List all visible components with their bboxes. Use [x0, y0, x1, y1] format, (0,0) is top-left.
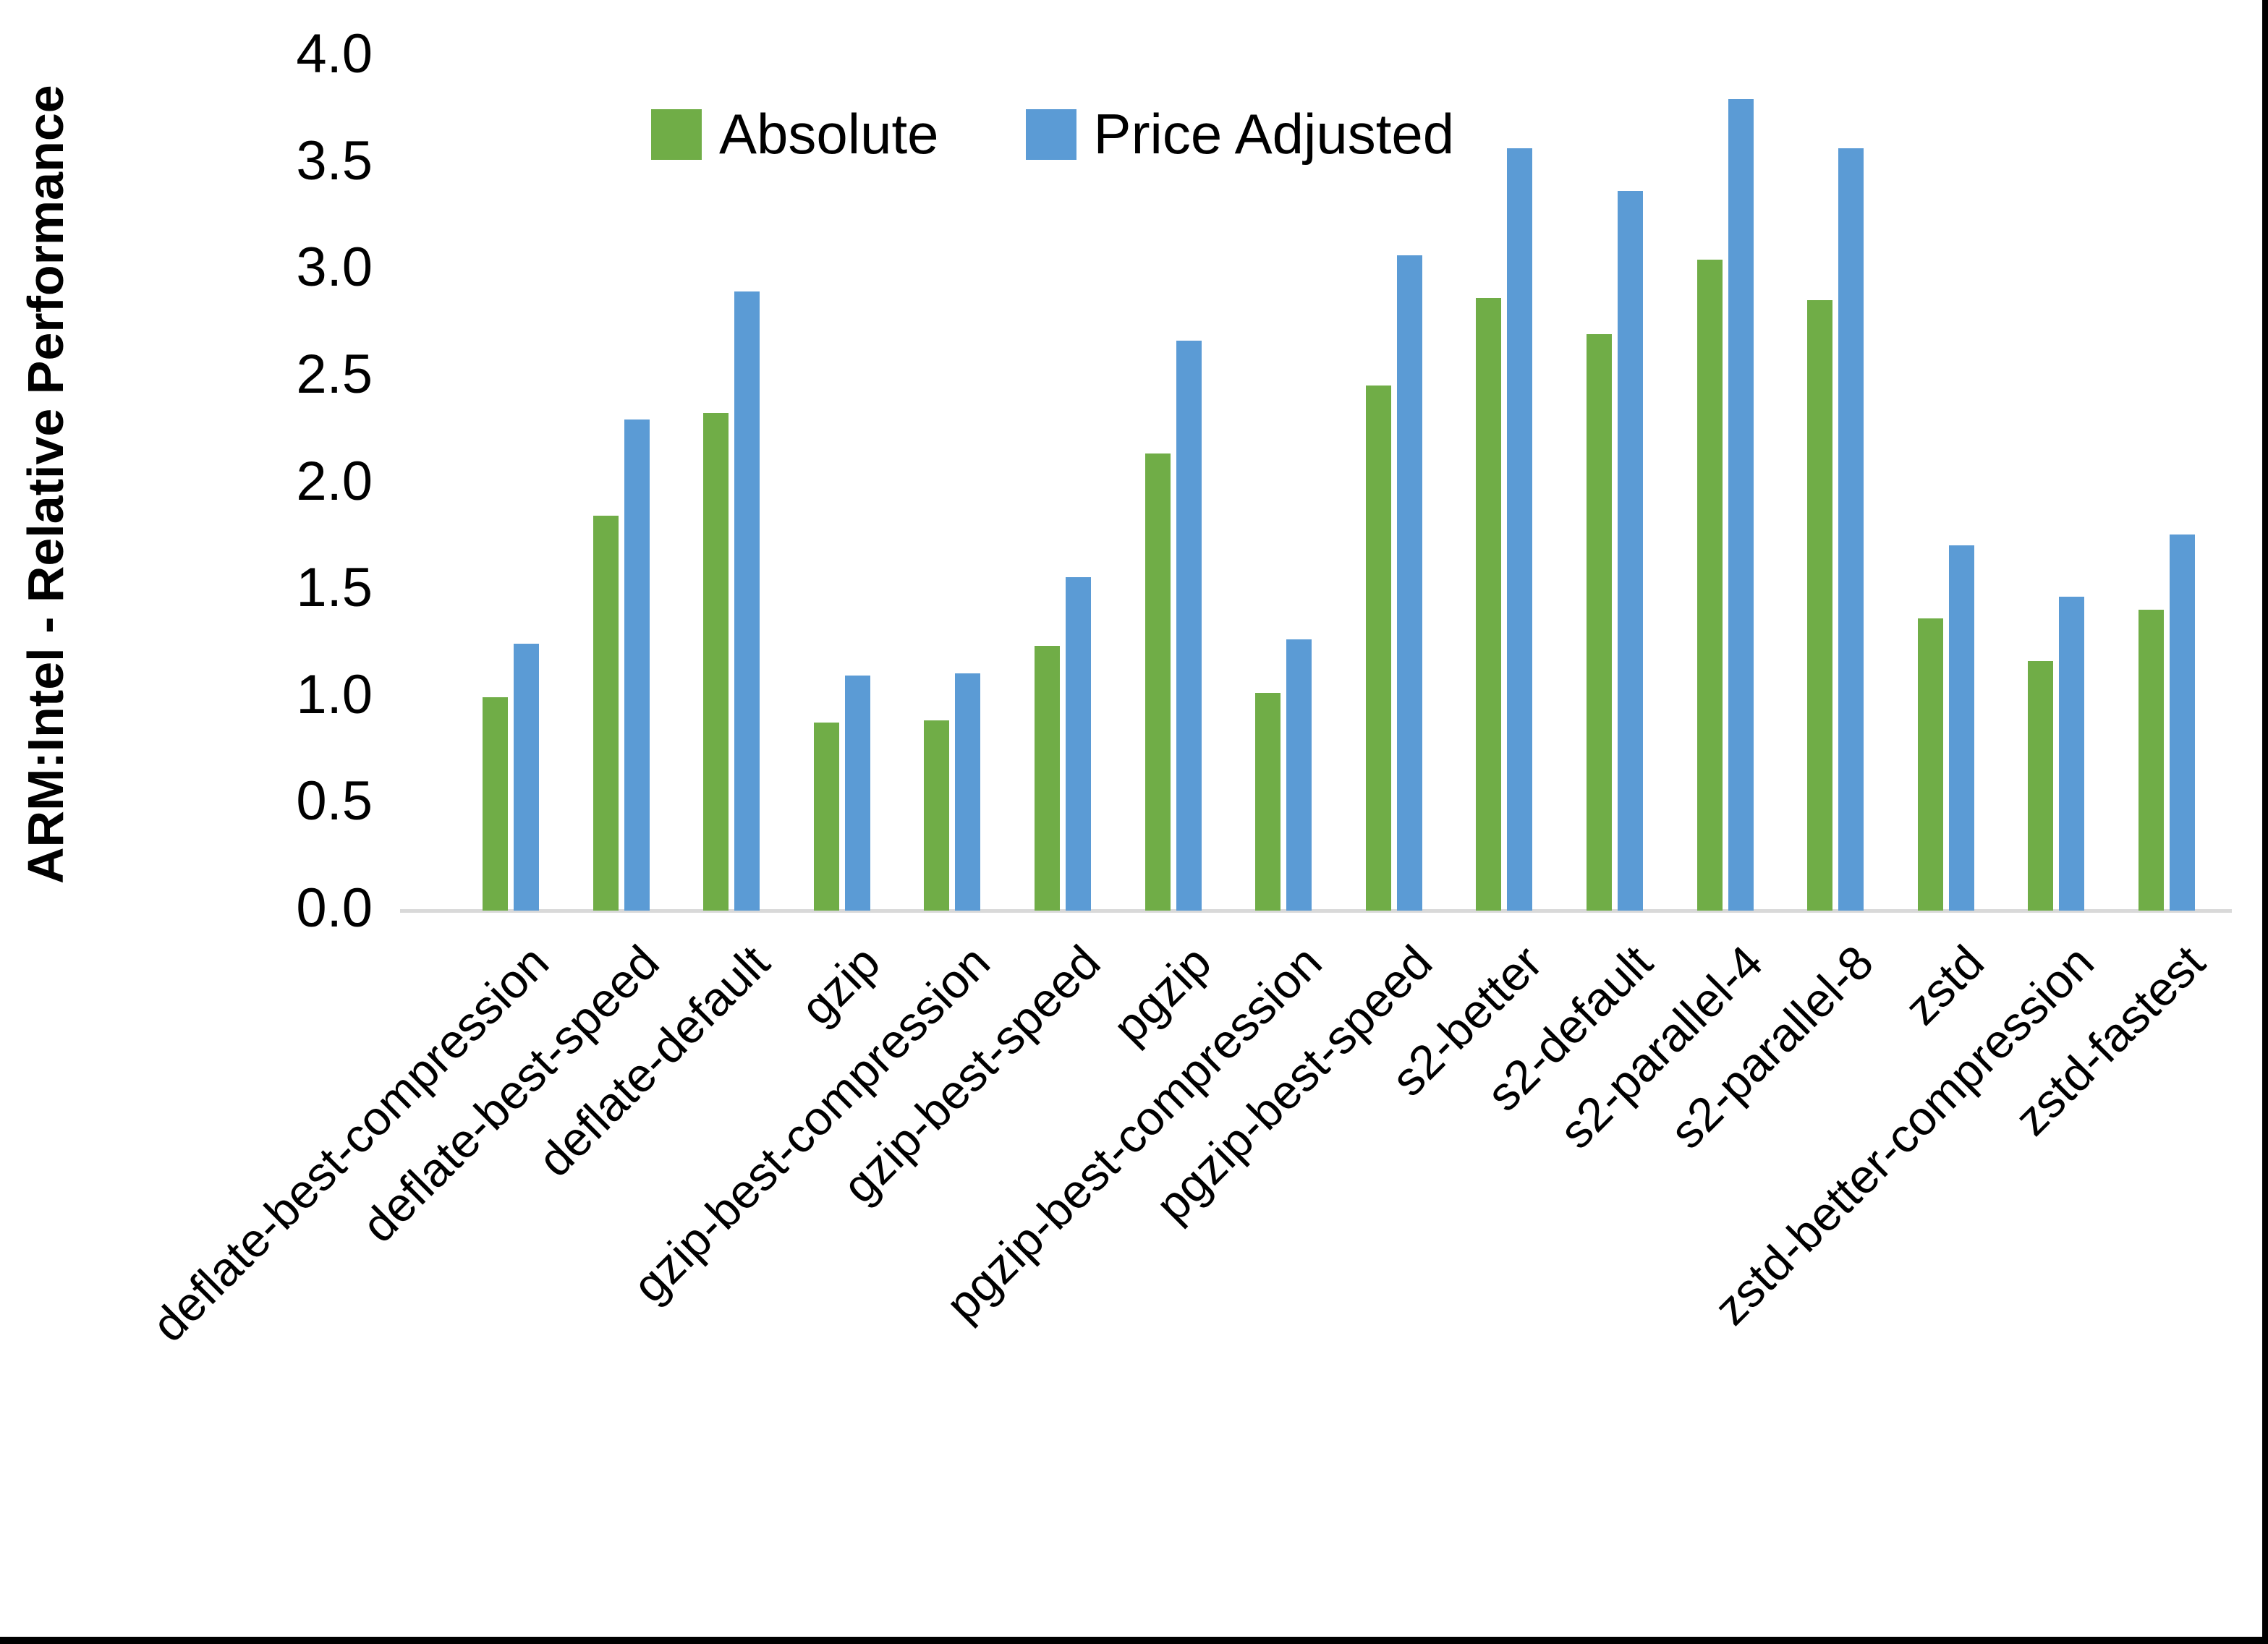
legend-item-price-adjusted: Price Adjusted [1025, 101, 1455, 167]
bar-price-adjusted-deflate-default [734, 291, 760, 911]
bar-absolute-deflate-best-speed [593, 515, 619, 911]
bar-absolute-pgzip-best-compression [1255, 692, 1281, 911]
bar-price-adjusted-zstd [1948, 545, 1974, 911]
bar-absolute-gzip [813, 723, 839, 911]
bar-absolute-gzip-best-speed [1035, 645, 1060, 911]
bar-absolute-zstd-fastest [2139, 609, 2164, 911]
bar-absolute-pgzip [1144, 453, 1171, 911]
legend-swatch-absolute [651, 108, 702, 160]
legend-item-absolute: Absolute [651, 101, 939, 167]
bar-absolute-zstd-better-compression [2028, 660, 2054, 911]
legend: Absolute Price Adjusted [651, 101, 1454, 167]
bar-absolute-s2-default [1587, 333, 1612, 911]
bar-price-adjusted-zstd-fastest [2170, 534, 2195, 911]
bar-price-adjusted-deflate-best-speed [624, 419, 650, 911]
y-axis-title: ARM:Intel - Relative Performance [17, 85, 74, 885]
bar-price-adjusted-gzip-best-compression [955, 673, 981, 911]
bar-price-adjusted-pgzip [1176, 340, 1202, 911]
bar-absolute-s2-better [1476, 297, 1502, 911]
x-axis-line [400, 909, 2232, 913]
bar-absolute-pgzip-best-speed [1365, 385, 1391, 911]
legend-swatch-price-adjusted [1025, 108, 1076, 160]
bar-price-adjusted-s2-parallel-4 [1728, 99, 1754, 911]
bar-price-adjusted-deflate-best-compression [514, 643, 539, 911]
legend-label-price-adjusted: Price Adjusted [1093, 102, 1455, 166]
bar-absolute-s2-parallel-4 [1696, 259, 1723, 911]
page-border-bottom [0, 1637, 2268, 1644]
y-tick-label: 2.0 [296, 450, 373, 512]
bar-price-adjusted-gzip-best-speed [1066, 577, 1091, 911]
bar-absolute-gzip-best-compression [924, 720, 950, 911]
y-tick-label: 1.5 [296, 557, 373, 619]
y-tick-label: 0.0 [296, 877, 373, 940]
bar-absolute-deflate-default [703, 413, 729, 911]
page-border-right [2262, 0, 2268, 1644]
y-tick-label: 2.5 [296, 343, 373, 405]
bar-absolute-zstd [1917, 618, 1943, 911]
y-tick-label: 1.0 [296, 663, 373, 725]
bar-price-adjusted-gzip [844, 676, 870, 911]
bar-absolute-s2-parallel-8 [1807, 299, 1833, 911]
bar-price-adjusted-zstd-better-compression [2059, 596, 2085, 911]
bar-price-adjusted-pgzip-best-compression [1286, 639, 1312, 911]
legend-label-absolute: Absolute [719, 102, 939, 166]
y-tick-label: 3.5 [296, 129, 373, 192]
bar-price-adjusted-pgzip-best-speed [1396, 255, 1422, 911]
bar-price-adjusted-s2-default [1618, 191, 1643, 911]
bar-price-adjusted-s2-parallel-8 [1838, 148, 1864, 911]
y-tick-label: 4.0 [296, 23, 373, 85]
bar-absolute-deflate-best-compression [483, 697, 508, 911]
y-tick-label: 3.0 [296, 237, 373, 299]
bar-price-adjusted-s2-better [1507, 148, 1533, 911]
y-tick-label: 0.5 [296, 770, 373, 832]
